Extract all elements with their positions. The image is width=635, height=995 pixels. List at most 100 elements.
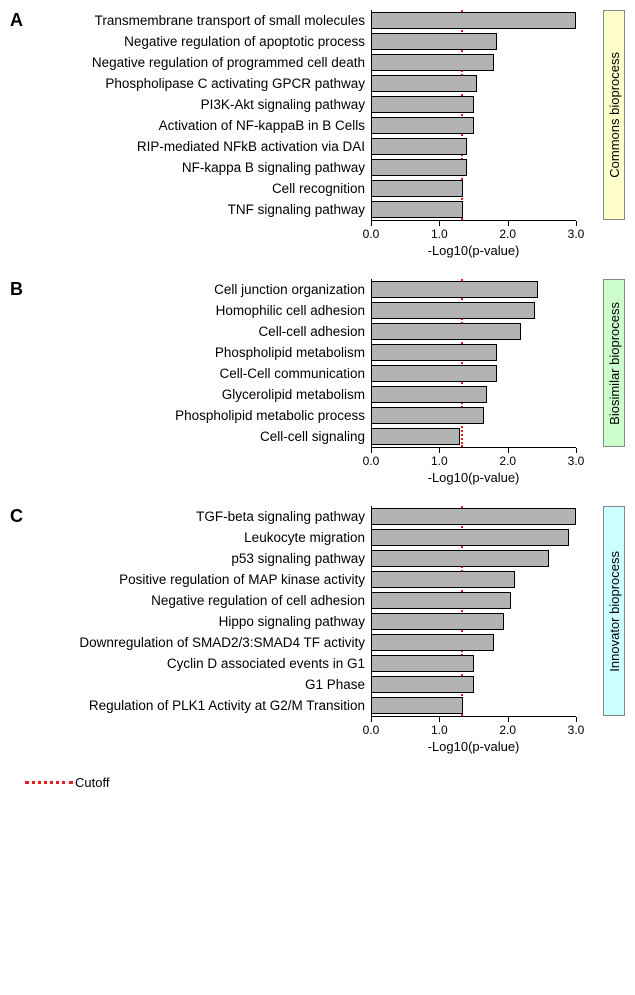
bar-cell: [371, 548, 576, 569]
x-axis: 0.01.02.03.0-Log10(p-value): [371, 716, 576, 755]
bar: [371, 508, 576, 525]
bar: [371, 529, 569, 546]
strip-label: Biosimilar bioprocess: [603, 279, 625, 447]
chart-area: Cell junction organizationHomophilic cel…: [25, 279, 625, 486]
bar-cell: [371, 94, 576, 115]
category-label: TNF signaling pathway: [25, 202, 371, 217]
bar: [371, 201, 463, 218]
category-label: Hippo signaling pathway: [25, 614, 371, 629]
bar-row: Cell junction organization: [25, 279, 625, 300]
bar-row: Cell-cell adhesion: [25, 321, 625, 342]
panel-letter: C: [10, 506, 23, 527]
tick-label: 2.0: [499, 227, 516, 241]
bar-cell: [371, 157, 576, 178]
tick-label: 0.0: [363, 227, 380, 241]
legend-label: Cutoff: [75, 775, 109, 790]
bar-row: Glycerolipid metabolism: [25, 384, 625, 405]
bar-row: Phospholipase C activating GPCR pathway: [25, 73, 625, 94]
bar-row: TNF signaling pathway: [25, 199, 625, 220]
bar: [371, 571, 515, 588]
category-label: Leukocyte migration: [25, 530, 371, 545]
bar-cell: [371, 10, 576, 31]
bar-row: RIP-mediated NFkB activation via DAI: [25, 136, 625, 157]
bar: [371, 613, 504, 630]
bar: [371, 676, 474, 693]
bar: [371, 428, 460, 445]
bar-cell: [371, 506, 576, 527]
bar-row: Cell recognition: [25, 178, 625, 199]
bar-cell: [371, 569, 576, 590]
x-axis-title: -Log10(p-value): [371, 243, 576, 258]
panel-B: BCell junction organizationHomophilic ce…: [10, 279, 625, 486]
category-label: Positive regulation of MAP kinase activi…: [25, 572, 371, 587]
category-label: Regulation of PLK1 Activity at G2/M Tran…: [25, 698, 371, 713]
panel-C: CTGF-beta signaling pathway Leukocyte mig…: [10, 506, 625, 755]
tick-label: 2.0: [499, 723, 516, 737]
bar-cell: [371, 653, 576, 674]
bar-cell: [371, 342, 576, 363]
tick-label: 3.0: [568, 723, 585, 737]
bar-cell: [371, 73, 576, 94]
bar-cell: [371, 632, 576, 653]
bar: [371, 323, 521, 340]
strip-label: Innovator bioprocess: [603, 506, 625, 716]
chart-area: TGF-beta signaling pathway Leukocyte migr…: [25, 506, 625, 755]
panel-letter: B: [10, 279, 23, 300]
tick-label: 2.0: [499, 454, 516, 468]
chart-area: Transmembrane transport of small molecul…: [25, 10, 625, 259]
bar-cell: [371, 674, 576, 695]
bar-cell: [371, 52, 576, 73]
bar: [371, 138, 467, 155]
tick: [371, 221, 372, 226]
tick: [439, 221, 440, 226]
tick-label: 3.0: [568, 227, 585, 241]
tick: [371, 448, 372, 453]
tick: [371, 717, 372, 722]
bar-row: TGF-beta signaling pathway: [25, 506, 625, 527]
category-label: Glycerolipid metabolism: [25, 387, 371, 402]
bar: [371, 407, 484, 424]
bar-cell: [371, 527, 576, 548]
strip-text: Innovator bioprocess: [607, 551, 622, 672]
bar-row: Regulation of PLK1 Activity at G2/M Tran…: [25, 695, 625, 716]
bar: [371, 159, 467, 176]
bar: [371, 96, 474, 113]
category-label: Negative regulation of cell adhesion: [25, 593, 371, 608]
x-axis: 0.01.02.03.0-Log10(p-value): [371, 447, 576, 486]
bar-cell: [371, 363, 576, 384]
tick-label: 0.0: [363, 454, 380, 468]
bar-row: Phospholipid metabolic process: [25, 405, 625, 426]
tick: [508, 448, 509, 453]
tick-label: 1.0: [431, 454, 448, 468]
tick: [439, 448, 440, 453]
bar-row: Negative regulation of cell adhesion: [25, 590, 625, 611]
category-label: Cell recognition: [25, 181, 371, 196]
bar-row: Phospholipid metabolism: [25, 342, 625, 363]
strip-text: Biosimilar bioprocess: [607, 302, 622, 425]
bar: [371, 634, 494, 651]
category-label: Phospholipid metabolic process: [25, 408, 371, 423]
category-label: PI3K-Akt signaling pathway: [25, 97, 371, 112]
category-label: Cyclin D associated events in G1: [25, 656, 371, 671]
bar-cell: [371, 426, 576, 447]
bar-cell: [371, 300, 576, 321]
bar-cell: [371, 115, 576, 136]
tick: [576, 448, 577, 453]
bar: [371, 302, 535, 319]
bar-cell: [371, 384, 576, 405]
category-label: Cell-cell adhesion: [25, 324, 371, 339]
bar-row: Cyclin D associated events in G1: [25, 653, 625, 674]
bar-cell: [371, 199, 576, 220]
category-label: Cell junction organization: [25, 282, 371, 297]
tick: [439, 717, 440, 722]
x-axis: 0.01.02.03.0-Log10(p-value): [371, 220, 576, 259]
tick-label: 3.0: [568, 454, 585, 468]
bar: [371, 180, 463, 197]
bar: [371, 592, 511, 609]
bar-row: Positive regulation of MAP kinase activi…: [25, 569, 625, 590]
bar: [371, 54, 494, 71]
panel-letter: A: [10, 10, 23, 31]
bar-row: G1 Phase: [25, 674, 625, 695]
bar-row: Negative regulation of apoptotic process: [25, 31, 625, 52]
x-axis-title: -Log10(p-value): [371, 470, 576, 485]
